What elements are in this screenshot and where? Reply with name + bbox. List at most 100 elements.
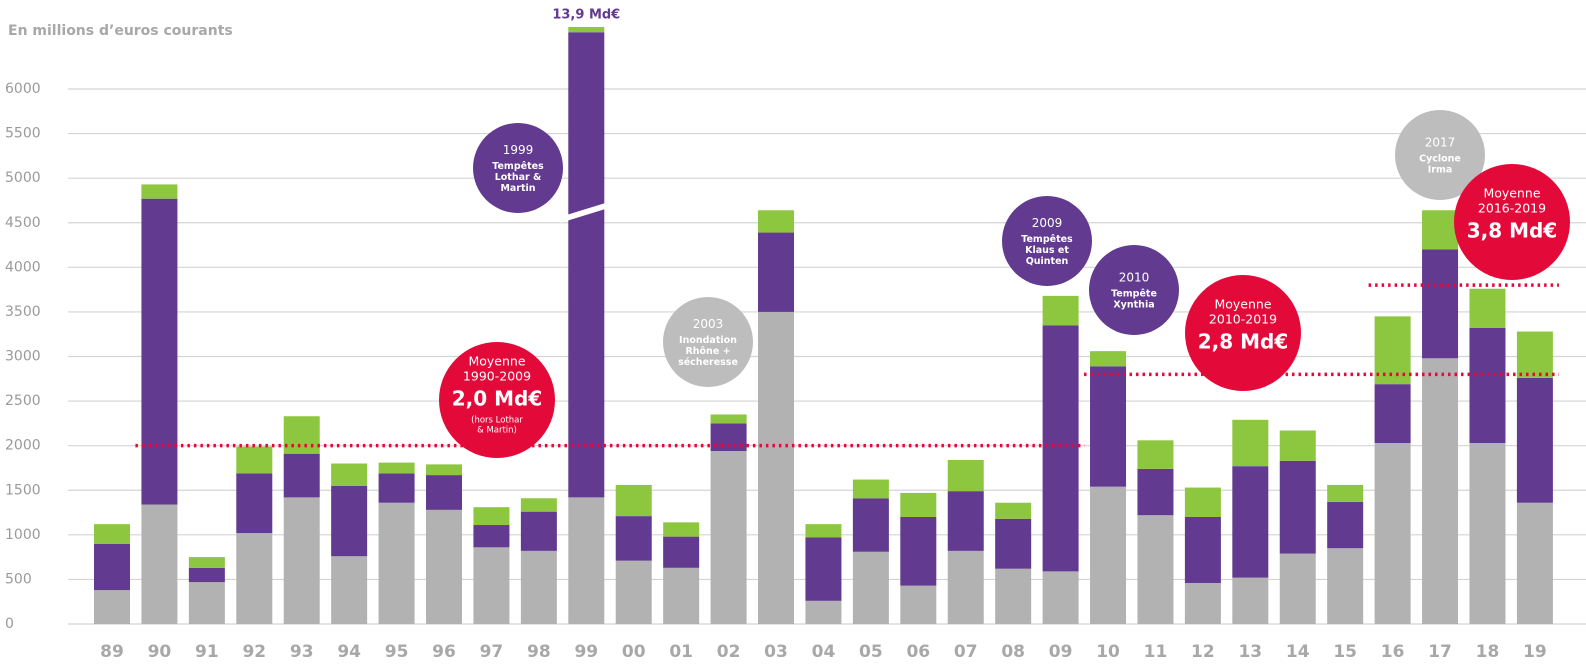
bar-segment: [94, 590, 130, 624]
bar-segment: [805, 600, 842, 624]
bar-segment: [236, 473, 273, 534]
bar-segment: [1090, 486, 1127, 624]
bar-segment: [520, 511, 557, 551]
bar-segment: [568, 27, 605, 33]
bar-segment: [283, 453, 320, 498]
mean-amount: 2,0 Md€: [452, 387, 543, 411]
x-tick-label: 93: [290, 642, 314, 662]
bar-segment: [1422, 249, 1459, 359]
bar-segment: [805, 524, 842, 538]
subtitle: En millions d’euros courants: [8, 23, 233, 39]
bar-segment: [188, 567, 225, 583]
x-tick-label: 05: [859, 642, 883, 662]
bar-segment: [283, 416, 320, 454]
bar-segment: [94, 524, 130, 544]
bar-segment: [1327, 501, 1364, 549]
bar-segment: [568, 32, 605, 498]
bar-segment: [710, 414, 747, 424]
x-tick-label: 16: [1381, 642, 1405, 662]
mean-heading: 2010-2019: [1209, 312, 1277, 327]
bar-segment: [331, 556, 368, 624]
bar-segment: [1469, 288, 1506, 328]
mean-heading: Moyenne: [1214, 297, 1271, 312]
bar-segment: [947, 459, 984, 492]
x-tick-label: 09: [1049, 642, 1073, 662]
bar-segment: [1374, 384, 1411, 443]
bar-segment: [473, 547, 510, 624]
bar-segment: [758, 210, 795, 233]
bar-segment: [1422, 358, 1459, 624]
bar-segment: [473, 507, 510, 526]
y-tick-label: 4500: [5, 215, 41, 231]
bar-segment: [473, 525, 510, 548]
bar-segment: [1469, 327, 1506, 443]
bar-segment: [520, 498, 557, 512]
x-tick-label: 19: [1523, 642, 1547, 662]
y-tick-label: 2000: [5, 438, 41, 454]
bar-segment: [1469, 442, 1506, 624]
mean-heading: 1990-2009: [463, 369, 531, 384]
event-year: 1999: [503, 143, 534, 157]
event-text: Rhône +: [685, 346, 730, 357]
x-tick-label: 02: [717, 642, 741, 662]
x-tick-label: 04: [812, 642, 836, 662]
bar-segment: [520, 550, 557, 624]
bar-segment: [283, 497, 320, 624]
mean-note: & Martin): [477, 426, 517, 436]
bar-segment: [1042, 325, 1079, 572]
bar-segment: [1137, 515, 1174, 624]
y-tick-label: 3500: [5, 304, 41, 320]
event-bubble: [473, 123, 563, 213]
event-text: Tempête: [1111, 289, 1157, 300]
bar-segment: [663, 567, 700, 624]
bar-segment: [188, 557, 225, 568]
mean-bubble: [439, 342, 555, 458]
bar-segment: [852, 479, 889, 499]
top-label: 13,9 Md€: [552, 8, 620, 23]
x-tick-label: 97: [480, 642, 504, 662]
bar-segment: [1042, 571, 1079, 624]
bar-segment: [1422, 210, 1459, 250]
event-bubble: [1089, 245, 1179, 335]
event-text: Inondation: [679, 335, 737, 346]
bar-segment: [568, 497, 605, 624]
event-text: Xynthia: [1113, 300, 1154, 311]
y-tick-label: 500: [5, 571, 32, 587]
bar-segment: [900, 517, 937, 586]
bar-segment: [1327, 548, 1364, 624]
bar-segment: [378, 502, 415, 624]
x-tick-label: 13: [1238, 642, 1262, 662]
bar-segment: [900, 585, 937, 624]
bar-segment: [236, 533, 273, 624]
event-year: 2009: [1032, 216, 1063, 230]
bar-segment: [615, 516, 652, 561]
bar-segment: [995, 568, 1032, 624]
event-text: Quinten: [1026, 256, 1069, 267]
bar-segment: [663, 536, 700, 568]
event-bubble: [663, 297, 753, 387]
x-tick-label: 15: [1333, 642, 1357, 662]
bar-segment: [1232, 466, 1269, 578]
mean-note: (hors Lothar: [471, 416, 523, 426]
x-tick-label: 14: [1286, 642, 1310, 662]
x-tick-label: 08: [1001, 642, 1025, 662]
x-tick-label: 17: [1428, 642, 1452, 662]
y-tick-label: 6000: [5, 81, 41, 97]
bar-segment: [426, 509, 463, 624]
x-tick-label: 99: [574, 642, 598, 662]
bar-segment: [1279, 460, 1316, 554]
bar-segment: [805, 537, 842, 601]
x-tick-label: 94: [337, 642, 361, 662]
x-tick-label: 89: [100, 642, 124, 662]
bar-segment: [141, 504, 178, 624]
bar-segment: [141, 198, 178, 505]
bar-segment: [947, 491, 984, 551]
y-tick-label: 1500: [5, 482, 41, 498]
bar-segment: [1516, 502, 1553, 624]
bar-segment: [947, 550, 984, 624]
bar-segment: [378, 462, 415, 474]
bar-segment: [852, 551, 889, 624]
mean-heading: 2016-2019: [1478, 201, 1546, 216]
bar-segment: [995, 502, 1032, 519]
